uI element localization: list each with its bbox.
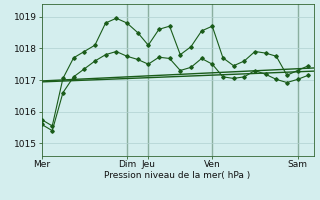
X-axis label: Pression niveau de la mer( hPa ): Pression niveau de la mer( hPa ) <box>104 171 251 180</box>
